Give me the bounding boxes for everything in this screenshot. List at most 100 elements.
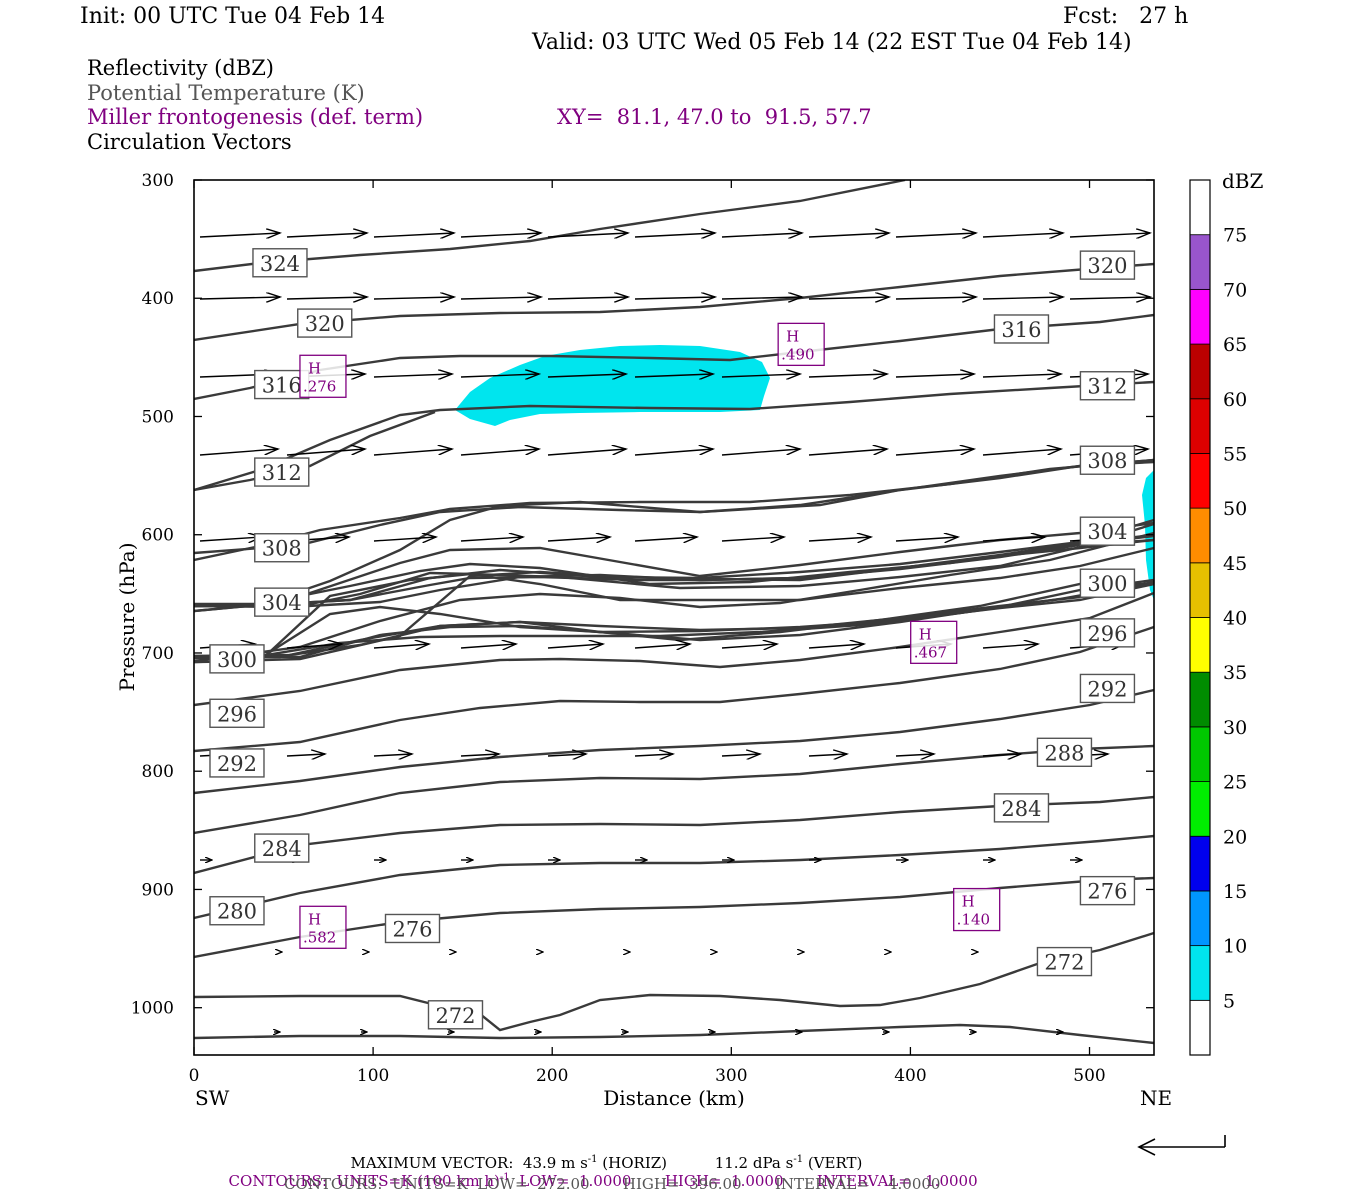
- circulation-vector: [460, 644, 516, 648]
- circulation-vector: [982, 644, 1038, 648]
- circulation-vector: [373, 233, 454, 237]
- theta-label-text: 312: [262, 461, 302, 485]
- colorbar-level-label: 65: [1223, 334, 1247, 356]
- circulation-vector: [547, 374, 626, 377]
- theta-label-box: [254, 533, 310, 563]
- contours1-post: LOW= 1.0000 HIGH= 1.0000 INTERVAL= 1.000…: [509, 1172, 978, 1190]
- theta-label: 284: [993, 793, 1050, 823]
- theta-label: 276: [1079, 875, 1136, 906]
- x-tick-label: 400: [894, 1066, 926, 1086]
- theta-label: 324: [252, 248, 308, 278]
- contours1-pre: CONTOURS: UNITS=K (100 km h): [228, 1172, 500, 1190]
- reflectivity-shading: [455, 345, 1154, 600]
- circulation-vector: [634, 233, 715, 237]
- circulation-vector: [286, 297, 367, 299]
- theta-label-box: [254, 587, 310, 617]
- circulation-vector: [721, 537, 784, 541]
- colorbar-unit: dBZ: [1222, 169, 1264, 193]
- theta-contour: [194, 582, 1154, 660]
- theta-label-box: [993, 793, 1050, 823]
- circulation-vectors: [199, 233, 1150, 1032]
- circulation-vector: [895, 537, 958, 541]
- theta-label-box: [1079, 250, 1136, 280]
- max-vector-mid: (HORIZ) 11.2 dPa s: [597, 1154, 794, 1172]
- theta-label: 316: [993, 314, 1050, 344]
- legend-vectors: Circulation Vectors: [87, 130, 292, 154]
- y-tick-label: 1000: [131, 999, 174, 1019]
- theta-label-text: 300: [1087, 572, 1127, 596]
- circulation-vector: [808, 644, 864, 648]
- colorbar-swatch: [1189, 398, 1211, 454]
- circulation-vector: [286, 449, 365, 456]
- theta-label-box: [1036, 946, 1093, 977]
- max-vector-vert: (VERT): [803, 1154, 863, 1172]
- theta-contour-308: [194, 458, 1154, 555]
- legend-frontogenesis: Miller frontogenesis (def. term): [87, 105, 424, 129]
- x-tick-label: 100: [357, 1066, 389, 1086]
- circulation-vector: [634, 644, 690, 648]
- circulation-vector: [460, 449, 539, 456]
- theta-label-box: [427, 1000, 484, 1030]
- x-tick-label: 200: [536, 1066, 568, 1086]
- circulation-vector: [547, 297, 628, 299]
- theta-label: 292: [209, 748, 265, 778]
- theta-label: 304: [1079, 516, 1136, 546]
- colorbar-level-label: 55: [1223, 443, 1247, 465]
- theta-contour: [194, 582, 1154, 659]
- frontogenesis-max-value: .276: [303, 377, 336, 395]
- exp: -1: [793, 1154, 804, 1165]
- theta-contour: [194, 533, 1154, 609]
- theta-contour: [194, 538, 1154, 608]
- circulation-vector: [373, 754, 412, 756]
- circulation-vector: [808, 297, 889, 299]
- legend-theta: Potential Temperature (K): [87, 81, 365, 105]
- circulation-vector: [460, 754, 499, 756]
- x-tick-label: 300: [715, 1066, 747, 1086]
- theta-label-text: 288: [1044, 741, 1084, 765]
- y-tick-label: 500: [142, 407, 174, 427]
- theta-contour-284: [194, 744, 1154, 835]
- theta-label-box: [209, 896, 265, 926]
- x-tick-label: 500: [1073, 1066, 1105, 1086]
- colorbar-swatch: [1189, 507, 1211, 564]
- theta-label: 300: [1079, 568, 1136, 598]
- circulation-vector: [895, 754, 934, 756]
- y-tick-label: 700: [142, 644, 174, 664]
- circulation-vector: [373, 537, 436, 541]
- theta-contour-288: [194, 688, 1154, 795]
- theta-label-box: [1079, 371, 1136, 401]
- exp: -1: [587, 1154, 598, 1165]
- circulation-vector: [373, 297, 454, 299]
- circulation-vector: [1069, 297, 1150, 299]
- colorbar-swatch: [1189, 835, 1211, 892]
- theta-contour: [194, 380, 1154, 492]
- colorbar-level-label: 75: [1223, 225, 1247, 247]
- left-endpoint-label: SW: [195, 1086, 230, 1110]
- frontogenesis-max-label: H: [919, 625, 932, 643]
- colorbar-level-label: 50: [1223, 498, 1247, 520]
- theta-contour: [194, 262, 1154, 342]
- frontogenesis-max-label: H: [962, 893, 975, 911]
- y-tick-label: 600: [142, 526, 174, 546]
- theta-contour-264: [194, 1023, 1154, 1045]
- legend-xy-endpoints: XY= 81.1, 47.0 to 91.5, 57.7: [557, 105, 872, 129]
- circulation-vector: [808, 233, 889, 237]
- circulation-vector: [982, 233, 1063, 237]
- theta-label-text: 320: [1087, 254, 1127, 278]
- theta-contour-296: [194, 591, 1154, 707]
- theta-label-box: [1079, 568, 1136, 598]
- theta-label-box: [1079, 875, 1136, 906]
- circulation-vector: [199, 297, 280, 299]
- theta-contour: [194, 410, 436, 492]
- theta-label-text: 300: [217, 648, 257, 672]
- colorbar-level-label: 20: [1223, 826, 1247, 848]
- colorbar-swatch: [1189, 562, 1211, 618]
- frontogenesis-max-value: .582: [303, 928, 336, 946]
- circulation-vector: [286, 644, 342, 648]
- colorbar-swatch: [1189, 671, 1211, 728]
- circulation-vector: [547, 644, 603, 648]
- theta-label-box: [384, 913, 441, 944]
- theta-label: 272: [427, 1000, 484, 1030]
